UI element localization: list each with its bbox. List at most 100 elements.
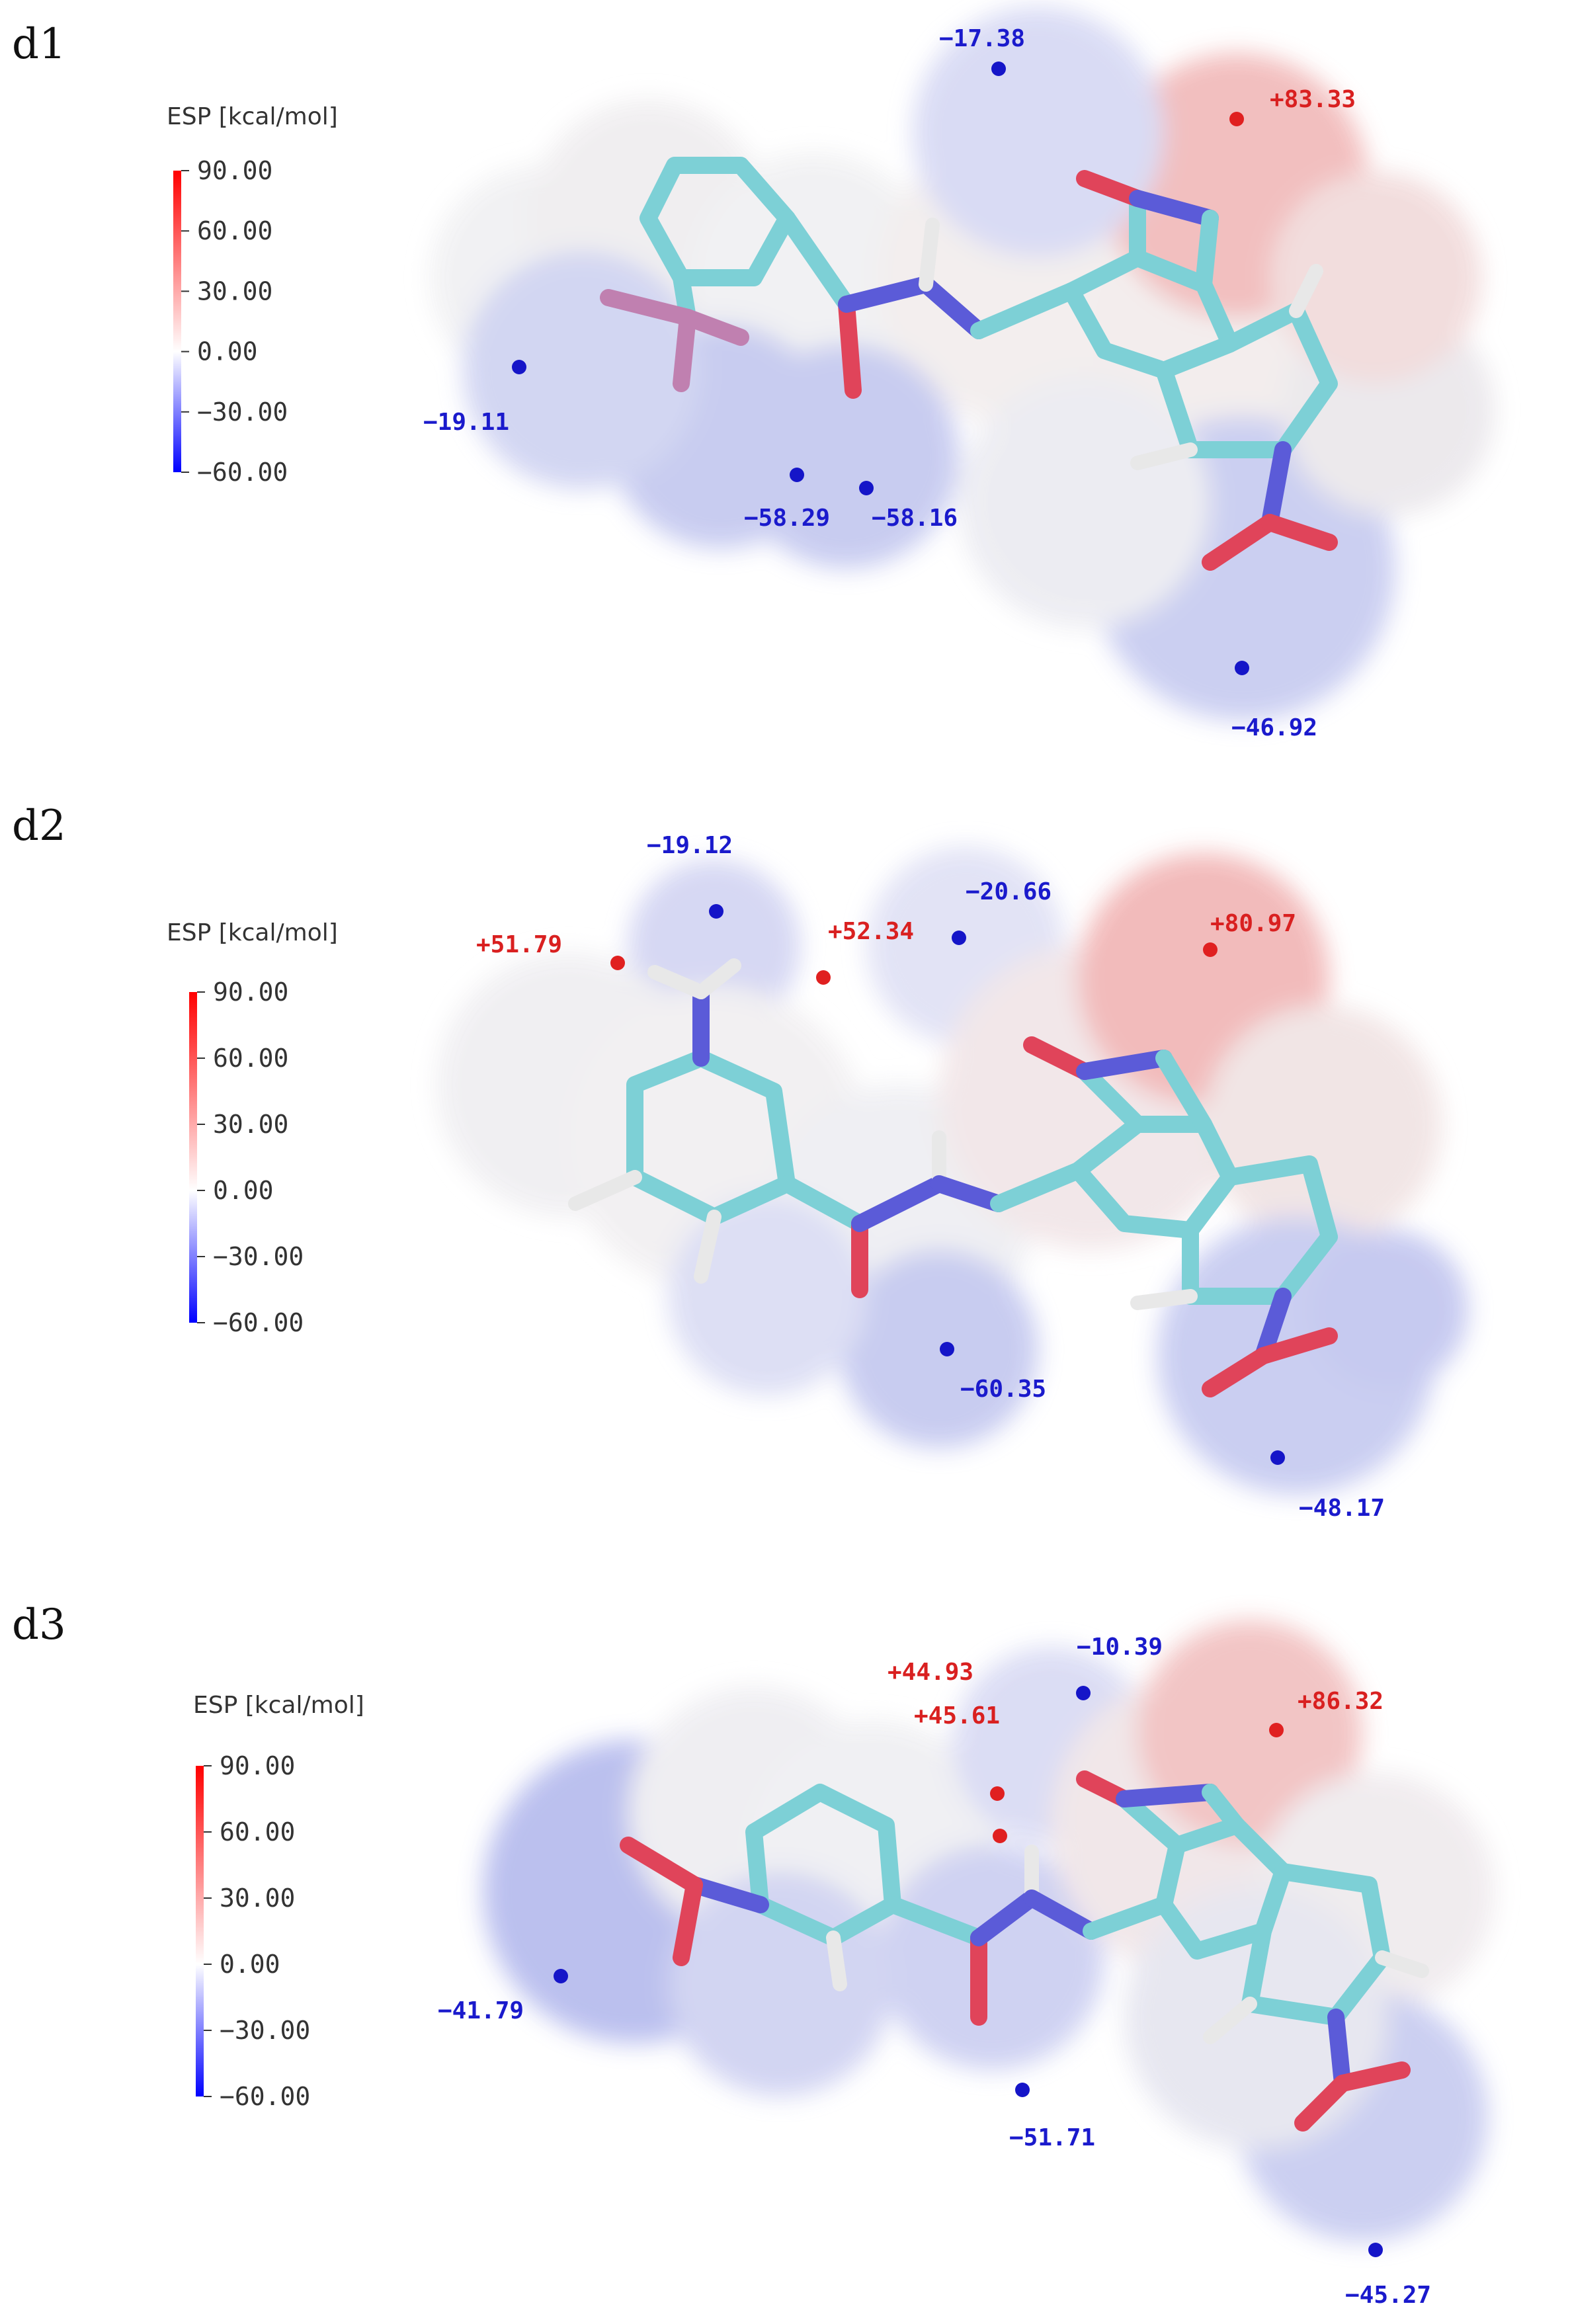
- esp-maximum: +86.32: [1269, 1688, 1384, 1737]
- extremum-value: +51.79: [476, 931, 562, 958]
- extremum-dot: [940, 1342, 954, 1356]
- colorbar: [196, 1766, 204, 2096]
- extremum-value: −17.38: [939, 25, 1025, 52]
- colorbar-tick-label: 0.00: [213, 1176, 274, 1205]
- extremum-dot: [1368, 2243, 1383, 2257]
- colorbar-tick-label: −30.00: [213, 1242, 304, 1271]
- extremum-value: −19.12: [647, 832, 733, 859]
- colorbar-tick-label: 30.00: [220, 1884, 295, 1913]
- extremum-dot: [952, 931, 966, 945]
- esp-maximum: +51.79: [476, 931, 625, 970]
- extremum-value: −60.35: [960, 1376, 1046, 1403]
- extremum-dot: [993, 1829, 1007, 1843]
- colorbar-legend: ESP [kcal/mol] 90.00 60.00 30.00 0.00 −30.00…: [167, 919, 338, 1337]
- esp-minimum: −17.38: [939, 25, 1025, 76]
- extremum-value: −45.27: [1345, 2282, 1431, 2309]
- colorbar-tick-label: 0.00: [220, 1950, 280, 1979]
- molecule-model: [620, 1770, 1429, 2132]
- esp-extrema: −17.38 +83.33 −19.11 −58.29 −58.16 −46.9…: [423, 25, 1356, 741]
- esp-extrema: −19.12 +51.79 +52.34 −20.66 +80.97 −60.3…: [476, 832, 1385, 1522]
- esp-maximum: +44.93: [888, 1659, 1005, 1801]
- esp-minimum: −45.27: [1345, 2243, 1431, 2309]
- legend-title: ESP [kcal/mol]: [167, 103, 338, 130]
- extremum-dot: [859, 481, 874, 495]
- legend-title: ESP [kcal/mol]: [167, 919, 338, 946]
- molecule-model: [600, 157, 1338, 571]
- extremum-dot: [1015, 2083, 1030, 2097]
- esp-minimum: −20.66: [952, 878, 1052, 945]
- panel-label: d2: [12, 802, 66, 851]
- extremum-value: +80.97: [1210, 910, 1296, 937]
- colorbar: [189, 992, 197, 1323]
- colorbar-tick-label: 60.00: [220, 1817, 295, 1847]
- extremum-dot: [610, 956, 625, 970]
- colorbar-tick-label: 0.00: [197, 337, 258, 366]
- colorbar: [173, 171, 181, 472]
- panel-d2: d2 ESP [kcal/mol] 90.00 60.00 30.00 0.00 −30…: [12, 802, 1468, 1522]
- extremum-dot: [1269, 1723, 1284, 1737]
- extremum-dot: [816, 970, 831, 985]
- esp-minimum: −48.17: [1270, 1450, 1385, 1522]
- extremum-dot: [790, 468, 804, 482]
- extremum-value: +83.33: [1270, 86, 1356, 113]
- colorbar-tick-label: 30.00: [213, 1110, 288, 1139]
- extremum-value: −41.79: [438, 1997, 524, 2024]
- colorbar-tick-label: −60.00: [213, 1308, 304, 1337]
- colorbar-tick-label: −60.00: [197, 458, 288, 487]
- colorbar-tick-label: 60.00: [197, 216, 272, 245]
- colorbar-legend: ESP [kcal/mol] 90.00 60.00 30.00 0.00 −30.00…: [193, 1692, 364, 2111]
- colorbar-tick-label: −60.00: [220, 2082, 310, 2111]
- extremum-dot: [512, 360, 526, 374]
- esp-minimum: −41.79: [438, 1969, 568, 2024]
- esp-surface: [436, 847, 1468, 1495]
- panel-d3: d3 ESP [kcal/mol] 90.00 60.00 30.00 0.00 −30…: [12, 1600, 1495, 2309]
- extremum-value: −20.66: [966, 878, 1052, 905]
- extremum-value: +44.93: [888, 1659, 973, 1686]
- extremum-dot: [1270, 1450, 1285, 1465]
- extremum-value: −46.92: [1231, 714, 1317, 741]
- panel-label: d1: [12, 20, 66, 69]
- extremum-dot: [991, 62, 1006, 76]
- esp-extrema: +44.93 +45.61 −10.39 +86.32 −41.79 −51.7…: [438, 1634, 1431, 2309]
- colorbar-tick-label: −30.00: [220, 2016, 310, 2045]
- colorbar-tick-label: −30.00: [197, 397, 288, 427]
- colorbar-tick-label: 90.00: [197, 156, 272, 185]
- colorbar-tick-label: 90.00: [220, 1751, 295, 1780]
- esp-minimum: −60.35: [940, 1342, 1046, 1403]
- colorbar-tick-label: 60.00: [213, 1044, 288, 1073]
- legend-title: ESP [kcal/mol]: [193, 1692, 364, 1719]
- extremum-dot: [1229, 112, 1244, 126]
- extremum-value: +52.34: [828, 918, 914, 945]
- extremum-value: −58.29: [744, 505, 830, 532]
- esp-minimum: −19.11: [423, 360, 526, 436]
- extremum-value: −58.16: [872, 505, 958, 532]
- extremum-value: −48.17: [1299, 1495, 1385, 1522]
- esp-minimum: −19.12: [647, 832, 733, 919]
- extremum-dot: [554, 1969, 568, 1983]
- esp-maximum: +52.34: [816, 918, 914, 985]
- esp-surface: [430, 7, 1495, 721]
- esp-minimum: −46.92: [1231, 661, 1317, 741]
- extremum-value: −19.11: [423, 409, 509, 436]
- extremum-value: −10.39: [1077, 1634, 1163, 1661]
- esp-maximum: +45.61: [914, 1702, 1007, 1843]
- esp-minimum: −51.71: [1009, 2083, 1095, 2151]
- extremum-dot: [1235, 661, 1249, 675]
- esp-minimum: −58.16: [859, 481, 958, 532]
- extremum-dot: [1203, 942, 1218, 957]
- panel-label: d3: [12, 1600, 66, 1649]
- extremum-value: +86.32: [1298, 1688, 1384, 1715]
- molecule-model: [568, 958, 1338, 1397]
- extremum-value: −51.71: [1009, 2124, 1095, 2151]
- colorbar-legend: ESP [kcal/mol] 90.00 60.00 30.00 0.00 −30.00…: [167, 103, 338, 487]
- esp-maximum: +83.33: [1229, 86, 1356, 126]
- esp-minimum: −10.39: [1076, 1634, 1163, 1700]
- esp-maximum: +80.97: [1203, 910, 1296, 957]
- extremum-value: +45.61: [914, 1702, 1000, 1729]
- extremum-dot: [709, 904, 723, 919]
- colorbar-tick-label: 90.00: [213, 977, 288, 1007]
- panel-d1: d1 ESP [kcal/mol] 90.00 60.00 30.00 0.00 −30…: [12, 7, 1495, 741]
- extremum-dot: [1076, 1686, 1091, 1700]
- extremum-dot: [990, 1786, 1005, 1801]
